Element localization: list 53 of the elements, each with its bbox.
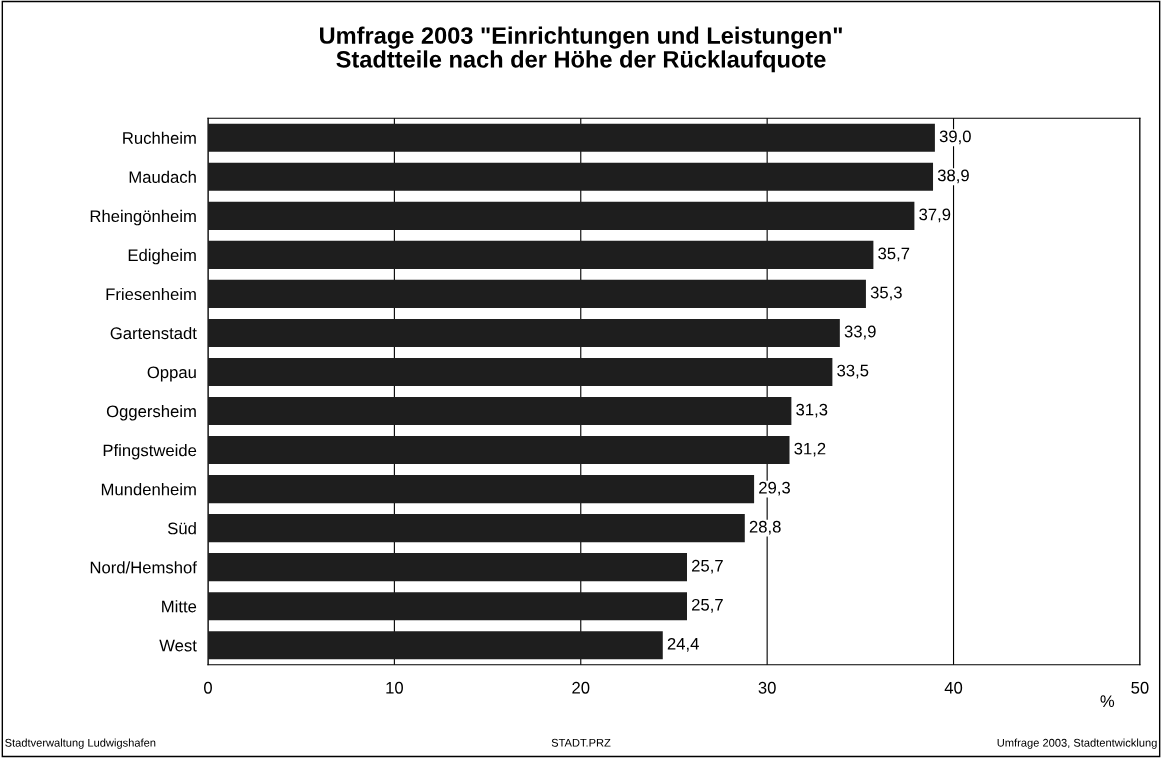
bar	[208, 240, 874, 269]
data-label: 39,0	[939, 130, 971, 145]
x-tick-label: 0	[204, 681, 212, 694]
x-tick-label: 10	[386, 681, 403, 694]
bar	[208, 631, 663, 660]
data-label: 29,3	[759, 481, 790, 496]
x-tick-label: 20	[572, 681, 590, 694]
data-label: 35,3	[870, 286, 902, 301]
y-tick-label: Mitte	[162, 600, 197, 613]
y-tick-label: Süd	[167, 522, 196, 535]
data-label: 35,7	[878, 247, 910, 262]
text: Stadtverwaltung Ludwigshafen	[5, 738, 156, 749]
data-label: 31,3	[796, 403, 828, 418]
data-label: 31,2	[794, 442, 826, 457]
text: STADT.PRZ	[551, 738, 611, 747]
y-tick-label: Edigheim	[128, 248, 196, 265]
x-axis-title: %	[1100, 695, 1115, 707]
x-tick-label: 30	[758, 681, 776, 694]
y-tick-label: Maudach	[129, 170, 196, 184]
data-label: 33,9	[844, 325, 876, 340]
bar	[208, 201, 915, 230]
data-label: 24,4	[667, 637, 699, 652]
y-tick-label: Nord/Hemshof	[90, 561, 197, 574]
data-label: 38,9	[937, 169, 969, 184]
chart-title: Umfrage 2003 "Einrichtungen und Leistungen" Stadtteile nach der Höhe der Rücklaufquote	[320, 26, 842, 73]
y-tick-label: Rheingönheim	[90, 209, 196, 226]
x-tick-label: 40	[944, 681, 963, 694]
bar	[208, 357, 833, 387]
text: Umfrage 2003, Stadtentwicklung	[997, 738, 1157, 749]
bar	[208, 162, 934, 191]
data-label: 28,8	[749, 520, 781, 535]
y-tick-label: Pfingstweide	[103, 444, 197, 460]
bar	[208, 592, 688, 621]
bar	[208, 553, 688, 582]
bar	[208, 475, 755, 504]
y-tick-label: Ruchheim	[123, 131, 196, 144]
bar	[208, 436, 790, 465]
y-tick-label: Gartenstadt	[110, 326, 197, 340]
y-tick-label: Mundenheim	[101, 483, 196, 496]
bar	[208, 279, 866, 308]
y-tick-label: Oggersheim	[106, 404, 196, 421]
data-label: 37,9	[919, 208, 951, 223]
data-label: 25,7	[692, 559, 723, 574]
y-tick-label: West	[159, 639, 197, 652]
bar	[208, 514, 745, 543]
data-label: 25,7	[692, 598, 723, 613]
bar	[208, 123, 935, 152]
x-tick-label: 50	[1131, 681, 1149, 694]
data-label: 33,5	[837, 364, 869, 379]
y-tick-label: Friesenheim	[106, 287, 196, 301]
bar	[208, 396, 792, 426]
bar	[208, 318, 840, 347]
y-tick-label: Oppau	[147, 366, 196, 382]
